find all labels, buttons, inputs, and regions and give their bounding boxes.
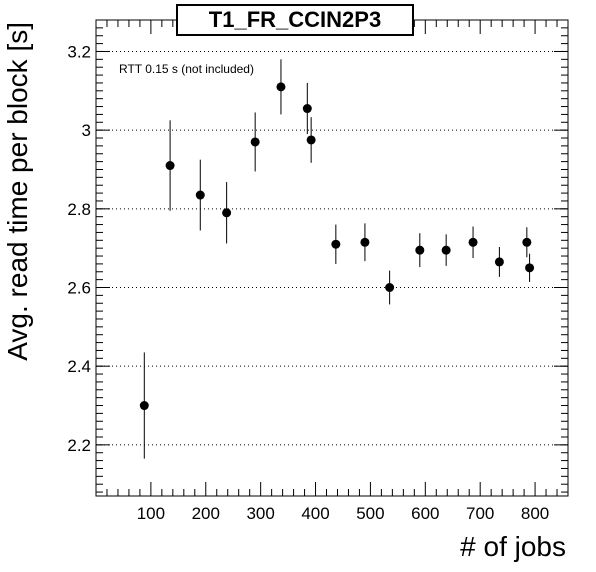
data-point bbox=[139, 401, 149, 411]
data-point bbox=[250, 137, 260, 147]
data-point bbox=[276, 82, 286, 92]
y-tick-label: 3 bbox=[82, 121, 91, 140]
x-tick-label: 700 bbox=[466, 504, 494, 523]
tick-labels: 2.2 2.4 2.6 2.8 3 3.2 100 200 300 400 500 600 700 800 bbox=[67, 42, 549, 523]
y-tick-label: 3.2 bbox=[67, 42, 91, 61]
plot-frame bbox=[95, 19, 569, 497]
y-tick-label: 2.8 bbox=[67, 200, 91, 219]
data-point bbox=[522, 237, 532, 247]
chart-title: T1_FR_CCIN2P3 bbox=[176, 4, 414, 36]
data-point bbox=[195, 190, 205, 200]
data-point bbox=[468, 237, 478, 247]
data-point bbox=[331, 239, 341, 249]
x-tick-label: 800 bbox=[521, 504, 549, 523]
x-tick-label: 400 bbox=[301, 504, 329, 523]
x-axis-label: # of jobs bbox=[460, 531, 566, 562]
data-point bbox=[441, 245, 451, 255]
x-tick-label: 500 bbox=[356, 504, 384, 523]
x-tick-label: 100 bbox=[137, 504, 165, 523]
data-point bbox=[385, 283, 395, 293]
data-point bbox=[415, 245, 425, 255]
data-point bbox=[302, 104, 312, 114]
data-point bbox=[360, 237, 370, 247]
data-point bbox=[165, 161, 175, 171]
x-tick-label: 300 bbox=[246, 504, 274, 523]
y-axis-label: Avg. read time per block [s] bbox=[2, 22, 33, 361]
annotation-text: RTT 0.15 s (not included) bbox=[119, 62, 254, 76]
y-tick-label: 2.6 bbox=[67, 279, 91, 298]
grid-lines bbox=[96, 50, 568, 446]
data-point bbox=[494, 257, 504, 267]
y-tick-label: 2.2 bbox=[67, 436, 91, 455]
data-point bbox=[525, 263, 535, 273]
data-point bbox=[222, 208, 232, 218]
x-tick-label: 200 bbox=[192, 504, 220, 523]
axis-ticks bbox=[96, 19, 569, 496]
y-tick-label: 2.4 bbox=[67, 357, 91, 376]
x-tick-label: 600 bbox=[411, 504, 439, 523]
data-point bbox=[306, 135, 316, 145]
data-points bbox=[139, 59, 535, 459]
